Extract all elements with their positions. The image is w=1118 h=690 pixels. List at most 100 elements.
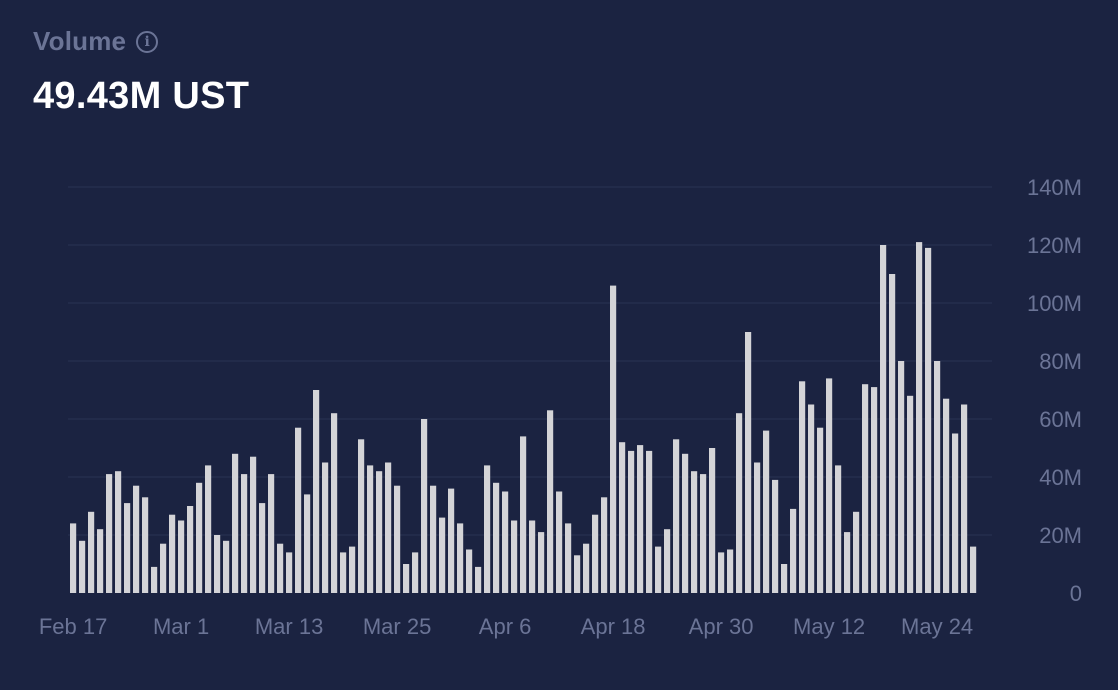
bar[interactable] <box>646 450 653 593</box>
bar[interactable] <box>403 564 410 593</box>
bar[interactable] <box>763 430 770 593</box>
bar[interactable] <box>664 529 671 593</box>
bar[interactable] <box>439 517 446 593</box>
bar[interactable] <box>304 494 311 593</box>
bar[interactable] <box>88 511 95 593</box>
bar[interactable] <box>277 543 284 593</box>
bar[interactable] <box>880 245 887 593</box>
bar[interactable] <box>970 546 977 593</box>
bar[interactable] <box>475 566 482 593</box>
bar[interactable] <box>322 462 329 594</box>
bar[interactable] <box>826 378 833 593</box>
info-icon[interactable]: i <box>136 30 159 53</box>
bar[interactable] <box>781 564 788 593</box>
bar[interactable] <box>466 549 473 594</box>
bar[interactable] <box>331 413 338 593</box>
bar[interactable] <box>565 523 572 593</box>
bar[interactable] <box>709 448 716 593</box>
bar[interactable] <box>547 410 554 593</box>
bar[interactable] <box>214 535 221 593</box>
bar[interactable] <box>736 413 743 593</box>
bar[interactable] <box>889 274 896 593</box>
bar[interactable] <box>817 427 824 593</box>
bar[interactable] <box>610 285 617 593</box>
bar[interactable] <box>808 404 815 594</box>
bar[interactable] <box>241 474 248 593</box>
bar[interactable] <box>655 546 662 593</box>
bar[interactable] <box>70 523 77 593</box>
bar[interactable] <box>538 532 545 593</box>
bar[interactable] <box>520 436 527 593</box>
bar[interactable] <box>124 503 131 593</box>
bar[interactable] <box>628 450 635 593</box>
bar[interactable] <box>178 520 185 594</box>
bar[interactable] <box>376 471 383 593</box>
bar[interactable] <box>223 540 230 593</box>
bar[interactable] <box>313 390 320 593</box>
bar[interactable] <box>727 549 734 594</box>
bar[interactable] <box>943 398 950 593</box>
bar[interactable] <box>385 462 392 594</box>
bar[interactable] <box>772 479 779 593</box>
bar[interactable] <box>592 514 599 593</box>
bar[interactable] <box>493 482 500 593</box>
bar[interactable] <box>367 465 374 593</box>
bar[interactable] <box>115 471 122 593</box>
bar[interactable] <box>286 552 293 593</box>
bar[interactable] <box>160 543 167 593</box>
bar[interactable] <box>106 474 113 593</box>
bar[interactable] <box>502 491 509 594</box>
bar[interactable] <box>745 332 752 593</box>
bar[interactable] <box>862 384 869 593</box>
bar[interactable] <box>394 485 401 593</box>
bar[interactable] <box>412 552 419 593</box>
bar[interactable] <box>682 453 689 593</box>
bar[interactable] <box>511 520 518 594</box>
bar[interactable] <box>133 485 140 593</box>
bar[interactable] <box>250 456 257 593</box>
bar[interactable] <box>898 361 905 593</box>
bar[interactable] <box>196 482 203 593</box>
bar[interactable] <box>916 242 923 593</box>
bar[interactable] <box>556 491 563 594</box>
bar[interactable] <box>718 552 725 593</box>
bar[interactable] <box>295 427 302 593</box>
bar[interactable] <box>583 543 590 593</box>
bar[interactable] <box>421 419 428 593</box>
bar[interactable] <box>268 474 275 593</box>
bar[interactable] <box>952 433 959 594</box>
bar[interactable] <box>187 506 194 593</box>
bar[interactable] <box>907 395 914 593</box>
bar[interactable] <box>700 474 707 593</box>
bar[interactable] <box>529 520 536 594</box>
bar[interactable] <box>601 497 608 593</box>
bar[interactable] <box>259 503 266 593</box>
bar[interactable] <box>637 445 644 593</box>
bar[interactable] <box>349 546 356 593</box>
bar[interactable] <box>142 497 149 593</box>
bar[interactable] <box>340 552 347 593</box>
bar[interactable] <box>358 439 365 593</box>
bar[interactable] <box>961 404 968 594</box>
bar[interactable] <box>799 381 806 593</box>
bar[interactable] <box>925 247 932 593</box>
bar[interactable] <box>232 453 239 593</box>
bar[interactable] <box>457 523 464 593</box>
bar[interactable] <box>79 540 86 593</box>
bar[interactable] <box>790 508 797 593</box>
bar[interactable] <box>754 462 761 594</box>
bar[interactable] <box>691 471 698 593</box>
bar[interactable] <box>673 439 680 593</box>
bar[interactable] <box>484 465 491 593</box>
bar[interactable] <box>619 442 626 593</box>
bar[interactable] <box>574 555 581 593</box>
bar[interactable] <box>151 566 158 593</box>
bar[interactable] <box>844 532 851 593</box>
bar[interactable] <box>448 488 455 593</box>
bar[interactable] <box>97 529 104 593</box>
bar[interactable] <box>871 387 878 593</box>
bar[interactable] <box>205 465 212 593</box>
bar[interactable] <box>835 465 842 593</box>
bar[interactable] <box>430 485 437 593</box>
bar[interactable] <box>853 511 860 593</box>
